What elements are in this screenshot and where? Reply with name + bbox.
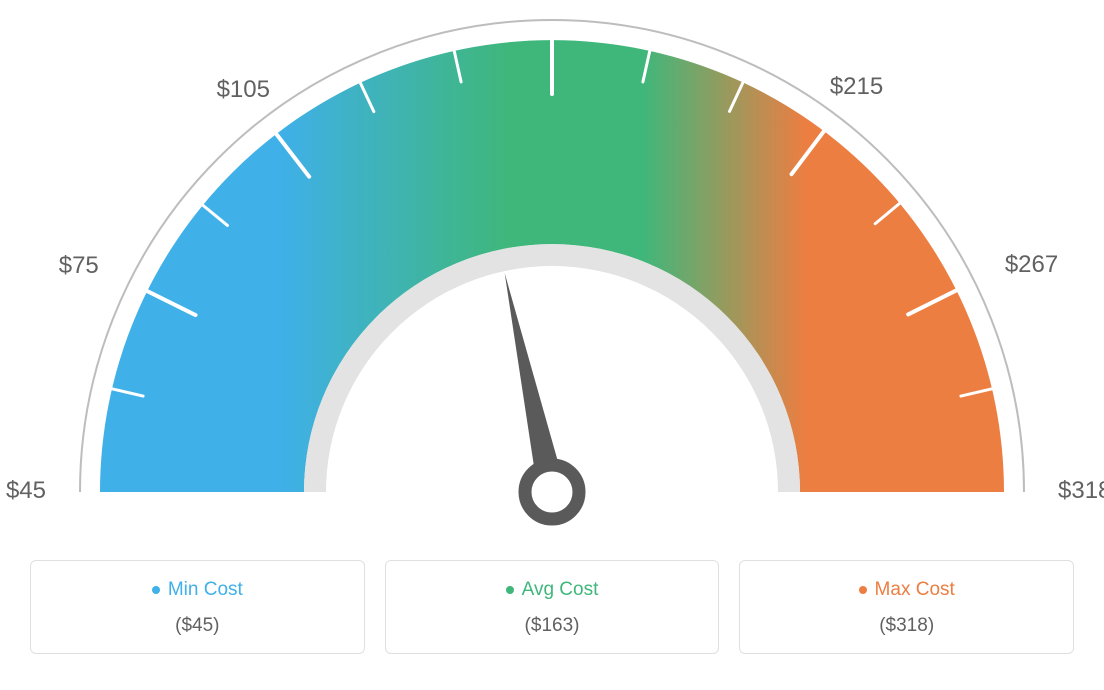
legend-dot-avg: [506, 586, 514, 594]
svg-text:$318: $318: [1058, 477, 1104, 504]
legend-card-avg: Avg Cost ($163): [385, 560, 720, 654]
legend-card-min: Min Cost ($45): [30, 560, 365, 654]
svg-text:$75: $75: [59, 252, 99, 279]
svg-text:$215: $215: [830, 73, 883, 100]
legend-value-max: ($318): [750, 615, 1063, 637]
legend-label-max-text: Max Cost: [875, 579, 955, 601]
legend-dot-min: [152, 586, 160, 594]
svg-text:$105: $105: [217, 76, 270, 103]
legend-value-avg: ($163): [396, 615, 709, 637]
legend-label-min: Min Cost: [41, 579, 354, 601]
svg-text:$267: $267: [1005, 251, 1058, 278]
svg-text:$45: $45: [6, 477, 46, 504]
gauge-chart: $45$75$105$163$215$267$318: [0, 0, 1104, 550]
legend-row: Min Cost ($45) Avg Cost ($163) Max Cost …: [0, 550, 1104, 654]
legend-label-min-text: Min Cost: [168, 579, 243, 601]
legend-label-avg: Avg Cost: [396, 579, 709, 601]
gauge-svg: $45$75$105$163$215$267$318: [0, 0, 1104, 550]
legend-card-max: Max Cost ($318): [739, 560, 1074, 654]
legend-value-min: ($45): [41, 615, 354, 637]
legend-dot-max: [859, 586, 867, 594]
legend-label-avg-text: Avg Cost: [522, 579, 599, 601]
legend-label-max: Max Cost: [750, 579, 1063, 601]
